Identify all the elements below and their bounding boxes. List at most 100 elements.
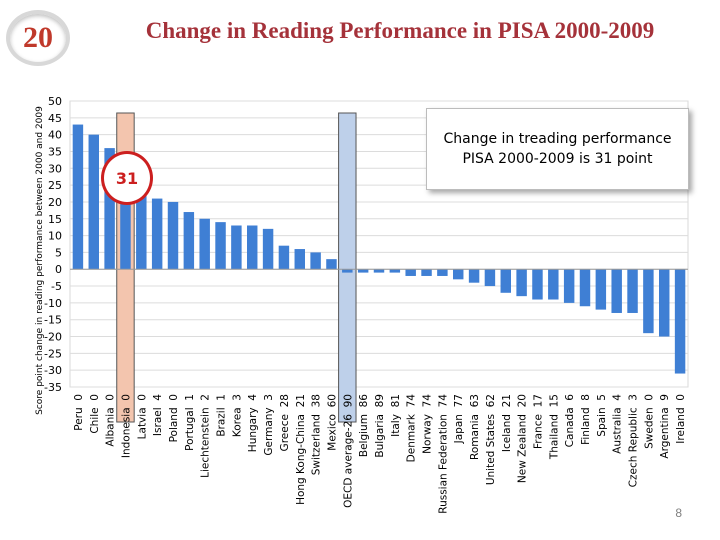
bar-czech-republic — [627, 269, 638, 313]
category-name: Peru — [73, 401, 85, 431]
bar-korea — [231, 225, 242, 270]
x-tick-label: Bulgaria 89 — [374, 394, 386, 458]
bar-hong-kong-china — [294, 249, 305, 270]
category-name: United States — [485, 407, 497, 485]
x-tick-label: Iceland 21 — [501, 394, 513, 452]
bar-portugal — [183, 212, 195, 270]
category-name: Israel — [152, 401, 164, 436]
category-code: 1 — [184, 394, 196, 401]
category-code: 0 — [120, 394, 132, 401]
category-name: Germany — [263, 401, 275, 456]
category-code: 3 — [263, 394, 275, 401]
category-name: Belgium — [358, 407, 370, 457]
category-code: 17 — [532, 394, 544, 407]
x-tick-label: Peru 0 — [73, 394, 85, 431]
y-tick-label: 15 — [48, 213, 62, 226]
category-name: Japan — [453, 407, 465, 444]
bar-oecd-average-26 — [342, 269, 353, 273]
bar-norway — [421, 269, 432, 276]
x-tick-label: France 17 — [532, 394, 544, 449]
y-tick-label: -15 — [44, 314, 62, 327]
category-code: 0 — [136, 394, 148, 401]
category-name: New Zealand — [517, 407, 529, 483]
category-code: 0 — [89, 394, 101, 401]
category-name: Brazil — [216, 401, 228, 437]
category-name: Latvia — [136, 401, 148, 440]
x-tick-label: New Zealand 20 — [517, 394, 529, 483]
category-code: 20 — [517, 394, 529, 407]
category-code: 74 — [406, 394, 418, 408]
bar-brazil — [215, 222, 226, 270]
category-name: Indonesia — [120, 401, 132, 458]
x-tick-label: Sweden 0 — [643, 394, 655, 449]
category-code: 8 — [580, 394, 592, 401]
bar-belgium — [357, 269, 369, 273]
y-tick-label: -10 — [44, 297, 62, 310]
category-code: 63 — [469, 394, 481, 407]
category-name: Czech Republic — [628, 401, 640, 488]
category-code: 81 — [390, 394, 402, 407]
category-code: 0 — [105, 394, 117, 401]
x-tick-label: Albania 0 — [105, 394, 117, 447]
y-tick-label: -30 — [44, 364, 62, 377]
category-name: Spain — [596, 401, 608, 437]
bar-romania — [468, 269, 480, 283]
x-tick-label: Ireland 0 — [675, 394, 687, 444]
page-number: 8 — [675, 506, 682, 520]
category-code: 74 — [422, 394, 434, 408]
annotation-box: Change in treading performance PISA 2000… — [426, 108, 689, 190]
x-tick-label: Spain 5 — [596, 394, 608, 437]
category-name: Thailand — [548, 407, 560, 460]
category-name: Greece — [279, 407, 291, 451]
x-tick-label: Indonesia 0 — [120, 394, 132, 458]
bar-argentina — [659, 269, 670, 337]
y-tick-label: 25 — [48, 179, 62, 192]
bar-bulgaria — [373, 269, 385, 273]
bar-latvia — [136, 195, 147, 270]
bar-japan — [453, 269, 464, 280]
category-name: Ireland — [675, 401, 687, 444]
x-tick-label: Thailand 15 — [548, 394, 560, 460]
bar-thailand — [548, 269, 559, 300]
category-code: 21 — [501, 394, 513, 407]
category-name: Romania — [469, 407, 481, 460]
x-tick-label: Finland 8 — [580, 394, 592, 445]
category-code: 86 — [358, 394, 370, 408]
y-axis-title: Score point change in reading performanc… — [35, 106, 45, 415]
x-tick-label: Czech Republic 3 — [628, 394, 640, 487]
category-name: Poland — [168, 401, 180, 443]
bar-greece — [278, 245, 290, 270]
x-tick-label: Portugal 1 — [184, 394, 196, 451]
bar-liechtenstein — [199, 218, 210, 270]
category-name: Hungary — [247, 401, 259, 453]
category-name: France — [532, 407, 544, 449]
x-tick-label: Canada 6 — [564, 394, 576, 448]
page-title: Change in Reading Performance in PISA 20… — [145, 18, 655, 43]
y-tick-label: 30 — [48, 162, 62, 175]
category-code: 9 — [659, 394, 671, 401]
bar-iceland — [500, 269, 511, 293]
x-tick-label: Brazil 1 — [216, 394, 228, 437]
x-tick-label: Australia 4 — [612, 394, 624, 454]
category-code: 6 — [564, 394, 576, 401]
bar-albania — [104, 148, 115, 270]
category-code: 1 — [216, 394, 228, 401]
bar-hungary — [247, 225, 258, 270]
bar-denmark — [405, 269, 416, 276]
bar-france — [532, 269, 543, 300]
bar-canada — [563, 269, 575, 303]
y-tick-label: 0 — [55, 263, 62, 276]
category-code: 2 — [200, 394, 212, 401]
bar-russian-federation — [437, 269, 448, 276]
category-code: 28 — [279, 394, 291, 407]
bar-peru — [72, 124, 84, 270]
category-code: 0 — [675, 394, 687, 401]
x-tick-label: Hungary 4 — [247, 394, 259, 453]
category-code: 0 — [643, 394, 655, 401]
category-name: Argentina — [659, 401, 671, 459]
x-tick-label: Latvia 0 — [136, 394, 148, 439]
category-name: Portugal — [184, 401, 196, 451]
category-code: 3 — [628, 394, 640, 401]
category-name: Hong Kong-China — [295, 407, 307, 505]
category-code: 4 — [152, 394, 164, 401]
